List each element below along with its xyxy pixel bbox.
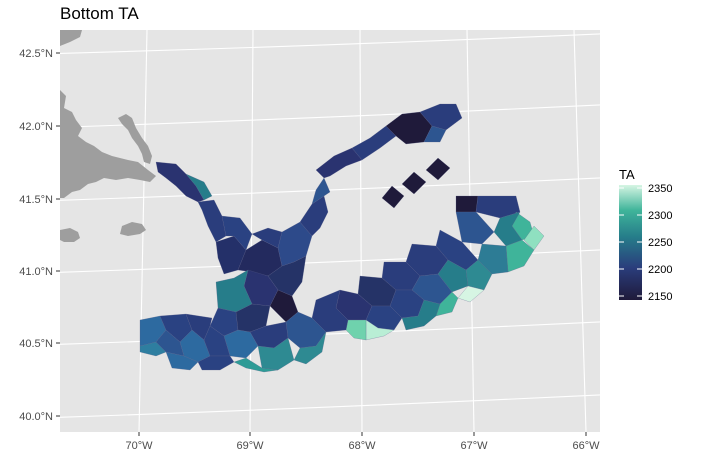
x-tick-label: 68°W — [348, 440, 376, 452]
legend-title: TA — [619, 167, 635, 182]
land-nantucket — [120, 222, 146, 236]
legend-label: 2200 — [648, 264, 672, 276]
grid-lon-66 — [573, 30, 587, 432]
grid-lat-42-0 — [60, 104, 600, 128]
cell-gb-crest-3 — [437, 259, 469, 293]
grid-lat-41-5 — [60, 177, 600, 201]
legend-label: 2300 — [648, 210, 672, 222]
cell-gom-ne-3 — [423, 125, 447, 143]
cell-gom-isl-1 — [381, 185, 405, 209]
x-tick-label: 67°W — [460, 440, 488, 452]
legend-label: 2150 — [648, 291, 672, 303]
grid-lat-41-0 — [60, 249, 600, 273]
x-axis: 70°W 69°W 68°W 67°W 66°W — [125, 432, 600, 452]
grid-lat-42-5 — [60, 33, 600, 54]
grid-lon-68 — [359, 30, 363, 432]
cell-gb-north-1 — [455, 195, 479, 213]
land-marthas-vineyard — [60, 228, 80, 242]
cell-gom-isl-2 — [401, 171, 427, 195]
cell-ws-9 — [197, 355, 235, 371]
cell-gb-crest-4 — [465, 259, 493, 291]
cell-gb-crest-5 — [457, 285, 485, 303]
x-tick-label: 69°W — [236, 440, 264, 452]
x-tick-label: 70°W — [125, 440, 153, 452]
y-axis: 42.5°N 42.0°N 41.5°N 41.0°N 40.5°N 40.0°… — [19, 48, 60, 423]
grid-lat-40-5 — [60, 321, 600, 345]
x-tick-label: 66°W — [572, 440, 600, 452]
grid-lat-40-0 — [60, 394, 600, 418]
cell-gom-isl-3 — [425, 157, 451, 181]
land-cape-cod — [118, 114, 152, 164]
cell-ws-8 — [165, 351, 199, 371]
cell-gom-arm-2 — [311, 177, 331, 205]
ta-cells — [139, 103, 545, 373]
cell-gb-south-3 — [401, 299, 441, 331]
y-tick-label: 40.5°N — [19, 338, 53, 350]
legend-label: 2250 — [648, 237, 672, 249]
map-title: Bottom TA — [60, 4, 139, 23]
land — [60, 30, 156, 242]
y-tick-label: 42.0°N — [19, 121, 53, 133]
y-tick-label: 40.0°N — [19, 411, 53, 423]
legend-label: 2350 — [648, 183, 672, 195]
colorbar — [619, 185, 642, 300]
y-tick-label: 41.0°N — [19, 266, 53, 278]
y-tick-label: 42.5°N — [19, 48, 53, 60]
land-mainland — [60, 90, 156, 198]
cell-ws-7 — [203, 325, 231, 357]
land-mainland-top — [60, 30, 82, 46]
cell-gb-east-4 — [455, 211, 495, 245]
legend: TA 2350 2300 2250 2200 2150 — [619, 167, 672, 303]
cell-gom-west-2 — [185, 173, 213, 201]
cell-gb-east-6 — [477, 243, 509, 275]
cell-gom-arm-3 — [315, 147, 363, 179]
cell-gom-west-3 — [197, 199, 227, 243]
y-tick-label: 41.5°N — [19, 194, 53, 206]
